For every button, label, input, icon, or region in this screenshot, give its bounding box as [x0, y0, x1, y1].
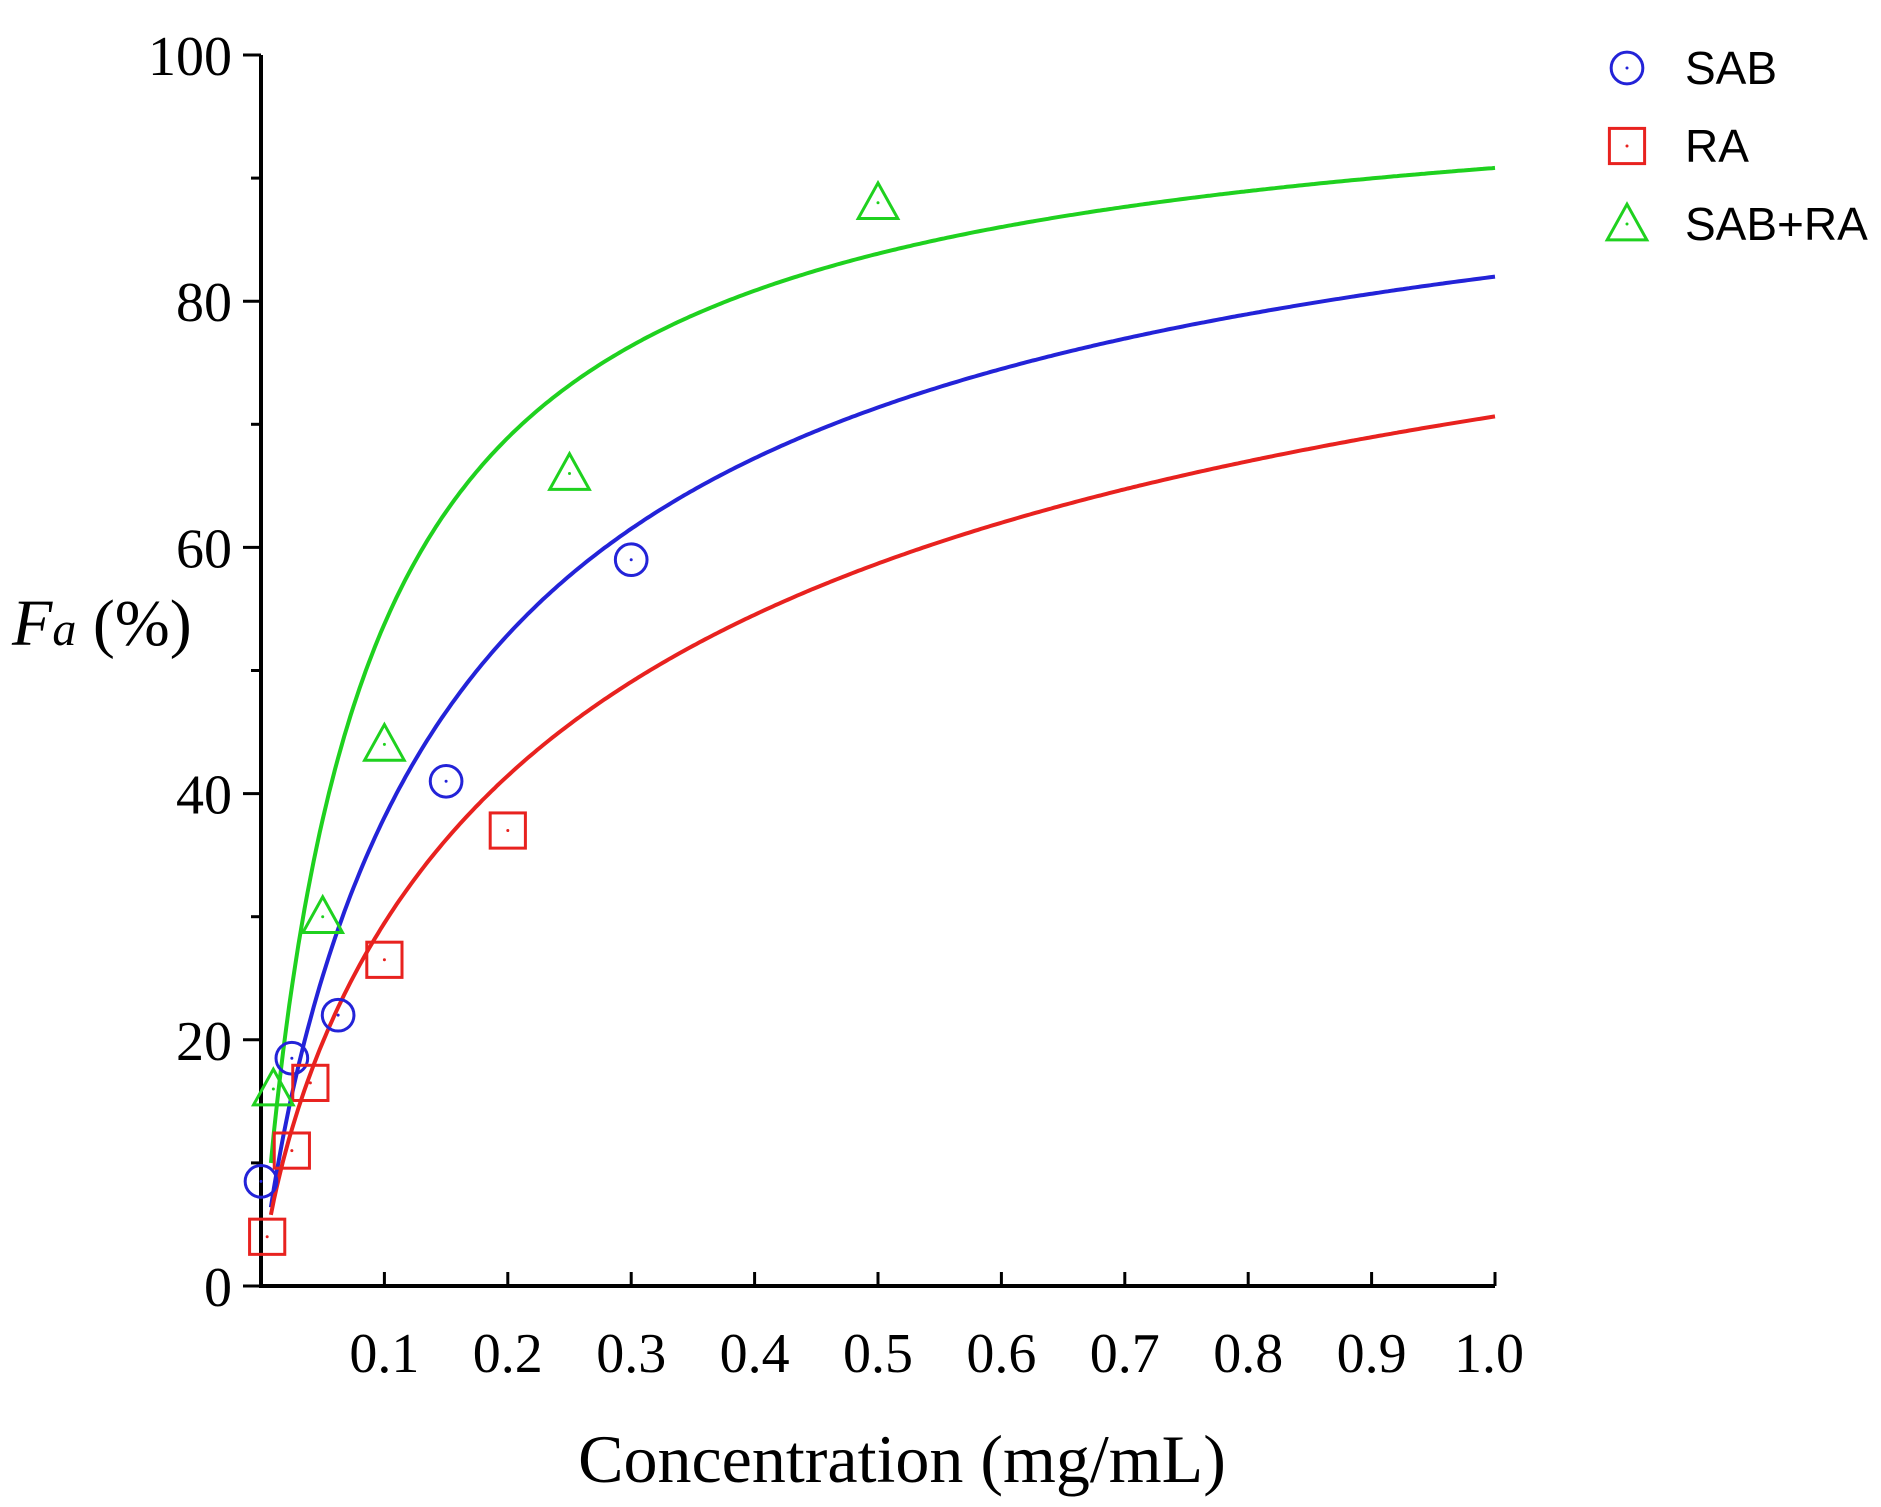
data-point-sab-shape — [243, 1164, 279, 1199]
x-tick-label: 0.5 — [843, 1323, 913, 1385]
fit-curve-sab — [268, 274, 1496, 1208]
data-point-sab-ra-dot — [271, 1087, 275, 1091]
data-point-sab-ra-shape — [362, 721, 407, 762]
tick-labels: 0 20 40 60 80 100 0.1 0.2 0.3 0.4 0.5 0.6 0.7 0.8 0.9 1… — [148, 26, 1524, 1385]
data-point-sab-ra — [855, 179, 901, 221]
data-point-sab-ra-dot — [568, 472, 571, 476]
data-point-sab-ra-shape — [300, 893, 346, 935]
data-point-sab-dot — [629, 558, 633, 562]
y-tick-label: 80 — [176, 272, 232, 334]
x-tick-label: 0.8 — [1213, 1323, 1283, 1385]
data-markers — [243, 179, 901, 1256]
y-tick-label: 0 — [204, 1257, 232, 1319]
data-point-sab-ra — [547, 450, 592, 491]
fit-curve-sab-ra — [268, 165, 1496, 1164]
data-point-sab-shape — [613, 542, 649, 578]
x-tick-label: 0.6 — [966, 1323, 1036, 1385]
fit-curve-ra — [268, 414, 1496, 1216]
legend-marker-ra-dot — [1625, 144, 1629, 148]
data-point-ra-shape — [365, 940, 404, 979]
data-point-ra-dot — [265, 1235, 269, 1239]
data-point-sab-shape — [428, 763, 464, 799]
legend-marker-sab — [1609, 50, 1645, 86]
ticks — [243, 53, 1497, 1288]
x-tick-label: 0.4 — [720, 1323, 790, 1385]
data-point-ra — [272, 1131, 311, 1170]
data-point-ra-dot — [506, 829, 510, 833]
y-axis-label-suffix: (%) — [76, 587, 191, 660]
legend-marker-sab-ra — [1604, 201, 1650, 242]
legend-marker-sab-ra-shape — [1604, 201, 1650, 242]
data-point-sab-ra-shape — [547, 450, 592, 491]
y-axis-label: Fa (%) — [11, 587, 192, 660]
data-point-sab-dot — [259, 1179, 263, 1183]
legend-item-sab-ra: SAB+RA — [1604, 198, 1868, 250]
x-tick-label: 0.3 — [596, 1323, 666, 1385]
x-tick-label: 0.2 — [473, 1323, 543, 1385]
legend-label-sab-ra: SAB+RA — [1685, 198, 1868, 250]
data-point-sab-ra-dot — [321, 915, 325, 919]
data-point-sab-dot — [290, 1056, 294, 1060]
legend-item-ra: RA — [1607, 120, 1749, 172]
x-tick-label: 0.7 — [1090, 1323, 1160, 1385]
fit-curves — [268, 165, 1496, 1216]
data-point-ra-dot — [382, 958, 386, 962]
data-point-ra — [291, 1063, 330, 1102]
data-point-ra-shape — [488, 811, 527, 850]
y-tick-label: 40 — [176, 765, 232, 827]
data-point-sab-ra — [362, 721, 407, 762]
y-tick-label: 60 — [176, 518, 232, 580]
legend-marker-ra — [1607, 126, 1647, 166]
data-point-sab — [428, 763, 464, 799]
y-tick-label: 100 — [148, 26, 232, 88]
data-point-ra-shape — [291, 1063, 330, 1102]
x-axis-label: Concentration (mg/mL) — [578, 1421, 1226, 1497]
legend-marker-sab-ra-dot — [1625, 222, 1629, 226]
legend: SAB RA SAB+RA — [1604, 42, 1868, 250]
data-point-ra-shape — [272, 1131, 311, 1170]
y-axis-label-sub: a — [52, 603, 76, 656]
data-point-sab — [613, 542, 649, 578]
legend-label-sab: SAB — [1685, 42, 1777, 94]
data-point-sab — [243, 1164, 279, 1199]
data-point-ra-shape — [248, 1217, 287, 1256]
y-tick-label: 20 — [176, 1011, 232, 1073]
data-point-ra-dot — [308, 1081, 312, 1085]
data-point-sab-ra — [250, 1066, 296, 1107]
data-point-sab-ra — [300, 893, 346, 935]
data-point-sab-ra-shape — [855, 179, 901, 221]
legend-marker-sab-dot — [1625, 66, 1629, 70]
data-point-sab-ra-dot — [876, 201, 880, 205]
legend-marker-sab-shape — [1609, 50, 1645, 86]
legend-marker-ra-shape — [1607, 126, 1647, 166]
data-point-ra-dot — [290, 1149, 294, 1153]
data-point-sab-ra-dot — [382, 742, 386, 746]
data-point-sab — [320, 997, 356, 1033]
x-tick-label: 1.0 — [1454, 1323, 1524, 1385]
legend-item-sab: SAB — [1609, 42, 1777, 94]
y-axis-label-main: F — [11, 587, 53, 660]
data-point-sab-dot — [336, 1013, 340, 1017]
data-point-sab-shape — [320, 997, 356, 1033]
axes — [259, 55, 1495, 1288]
x-tick-label: 0.1 — [349, 1323, 419, 1385]
data-point-sab-dot — [444, 779, 448, 783]
data-point-sab-ra-shape — [250, 1066, 296, 1107]
data-point-ra — [248, 1217, 287, 1256]
data-point-ra — [488, 811, 527, 850]
x-tick-label: 0.9 — [1337, 1323, 1407, 1385]
legend-label-ra: RA — [1685, 120, 1749, 172]
data-point-ra — [365, 940, 404, 979]
